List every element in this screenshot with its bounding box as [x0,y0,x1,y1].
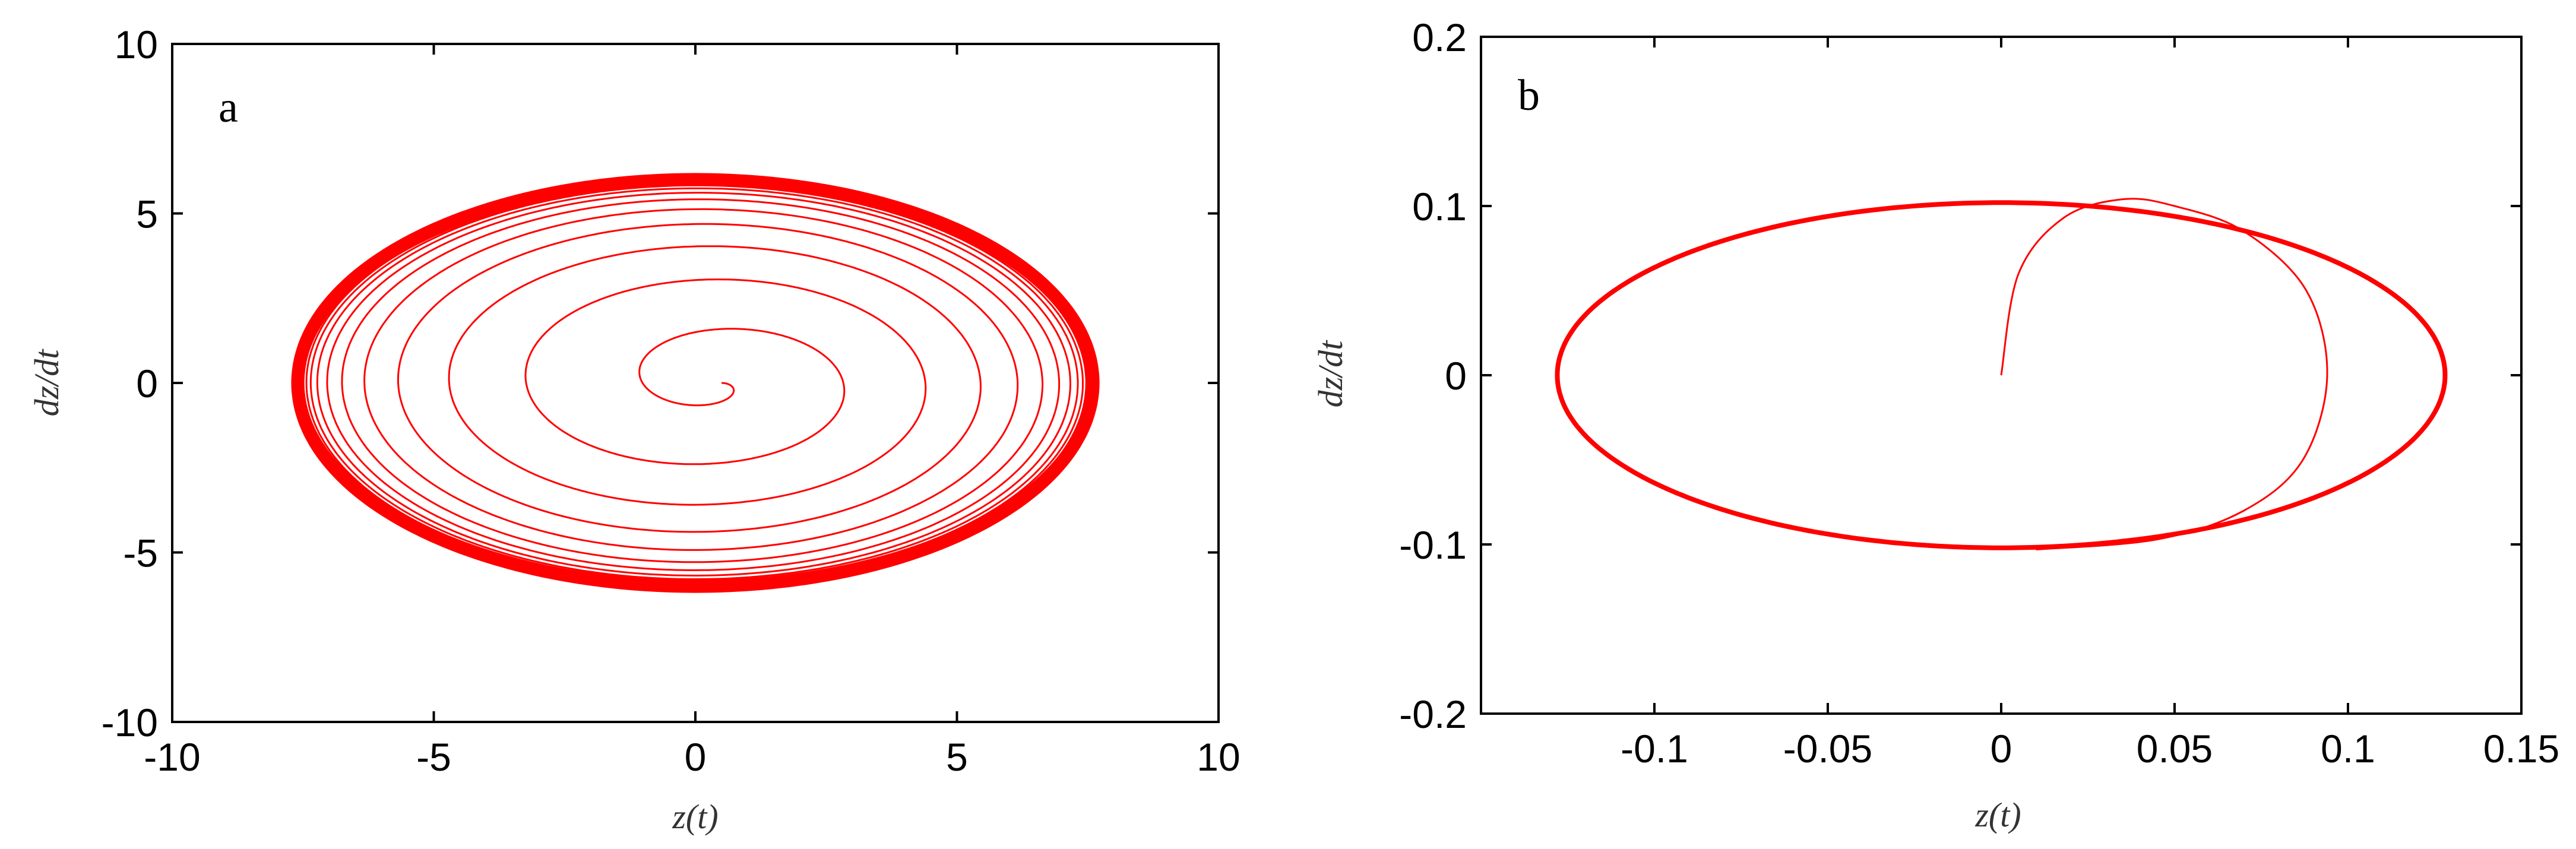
y-tick-label-b: 0.2 [1412,15,1467,59]
ticks-a [171,43,1220,723]
panel-label-a: a [219,83,238,132]
tick-labels-b: -0.1 -0.05 0 0.05 0.1 0.15 -0.2 -0.1 0 0.1 0.2 [1399,15,2559,771]
y-axis-title-a: dz/dt [27,349,66,417]
plot-frame-a [171,43,1220,723]
x-axis-title-a: z(t) [672,797,718,836]
y-tick-label-a: 5 [136,192,158,236]
y-tick-label-a: 0 [136,362,158,406]
limit-cycle-a [291,173,1100,593]
ticks-b [1481,36,2523,715]
y-tick-label-b: 0 [1445,354,1467,398]
x-tick-label-b: 0.15 [2483,727,2559,771]
x-tick-label-a: 0 [685,735,707,779]
x-axis-title-b: z(t) [1974,796,2021,834]
y-tick-label-a: -10 [102,701,158,745]
x-tick-label-b: -0.1 [1621,727,1688,771]
x-tick-label-a: -10 [144,735,200,779]
y-tick-label-b: 0.1 [1412,185,1467,229]
transient-line-b [2000,198,2328,550]
y-tick-label-b: -0.2 [1399,692,1467,736]
panel-b: -0.1 -0.05 0 0.05 0.1 0.15 -0.2 -0.1 0 0.1 0.2 b z… [1311,15,2559,834]
y-tick-label-a: -5 [123,531,158,575]
phase-trajectory-b [1555,198,2448,550]
limit-cycle-b [1555,200,2448,550]
tick-labels-a: -10 -5 0 5 10 -10 -5 0 5 10 [102,23,1240,779]
x-tick-label-b: 0 [1990,727,2012,771]
x-tick-label-b: 0.1 [2321,727,2375,771]
x-tick-label-a: -5 [416,735,451,779]
x-tick-label-a: 5 [946,735,968,779]
x-tick-label-a: 10 [1197,735,1240,779]
y-axis-title-b: dz/dt [1311,340,1350,408]
x-tick-label-b: 0.05 [2137,727,2213,771]
y-tick-label-b: -0.1 [1399,523,1467,567]
x-tick-label-b: -0.05 [1783,727,1872,771]
panel-label-b: b [1518,71,1540,120]
phase-trajectory-a [291,173,1100,593]
panel-a: -10 -5 0 5 10 -10 -5 0 5 10 a z(t) dz/dt [27,23,1240,836]
y-tick-label-a: 10 [115,23,158,66]
